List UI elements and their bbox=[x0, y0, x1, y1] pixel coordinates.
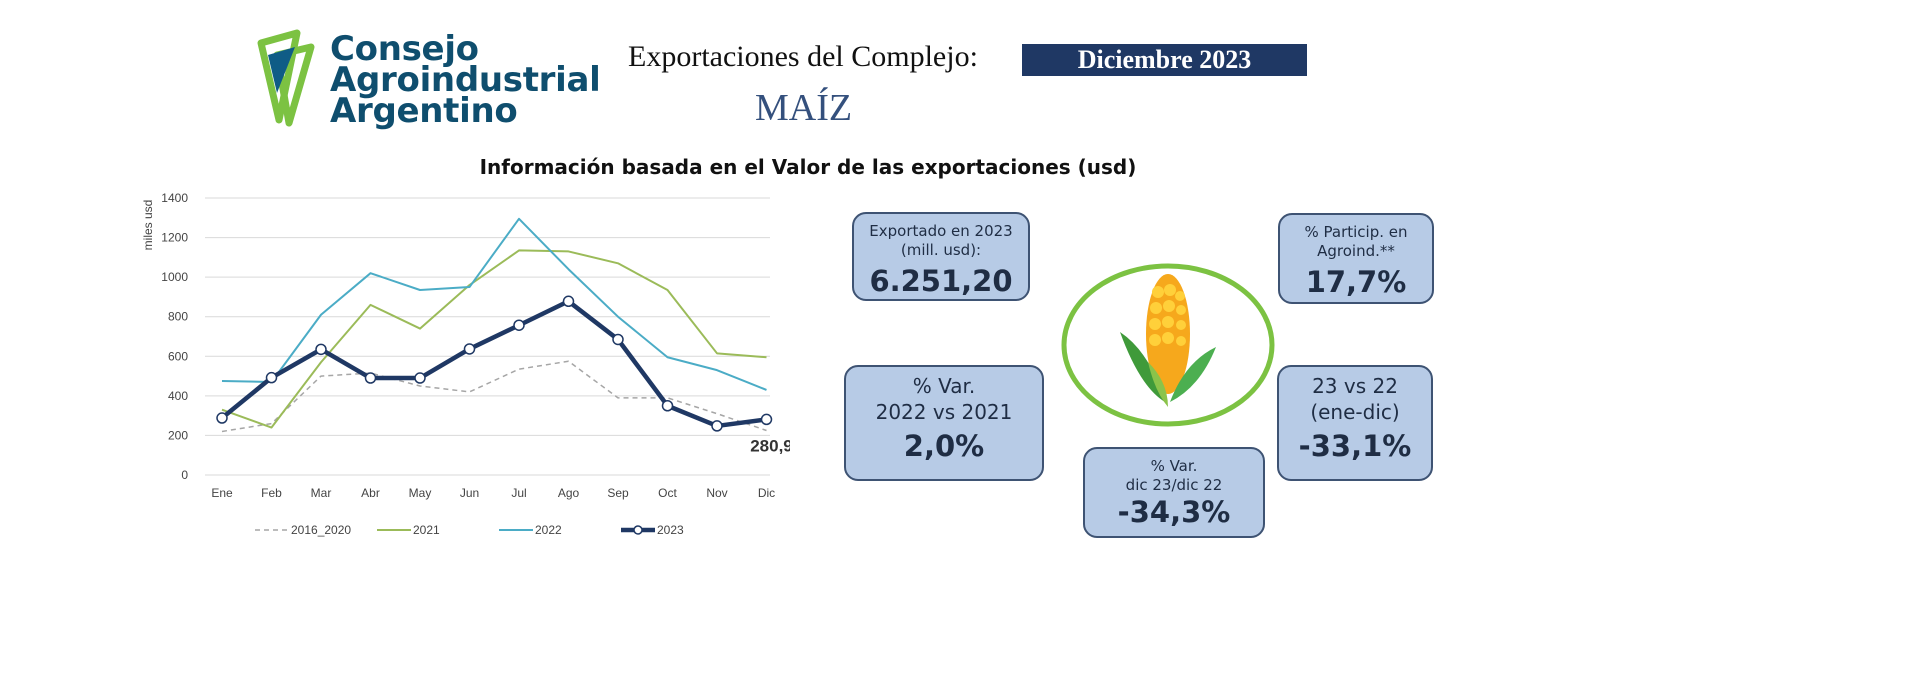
x-tick-label: Jun bbox=[460, 486, 479, 500]
kpi-label: Exportado en 2023 bbox=[869, 222, 1013, 240]
series-line-2022 bbox=[221, 217, 767, 391]
kpi-label: 23 vs 22 bbox=[1312, 374, 1398, 398]
data-point bbox=[315, 343, 327, 356]
kpi-var-23-22: 23 vs 22 (ene-dic) -33,1% bbox=[1277, 365, 1433, 481]
kpi-exported: Exportado en 2023 (mill. usd): 6.251,20 bbox=[852, 212, 1030, 301]
x-tick-label: Nov bbox=[706, 486, 727, 500]
legend-label: 2023 bbox=[657, 523, 684, 537]
kpi-label: % Var. bbox=[912, 374, 976, 398]
report-title: Exportaciones del Complejo: bbox=[628, 40, 978, 73]
kpi-value: -33,1% bbox=[1298, 429, 1412, 463]
kpi-label: 2022 vs 2021 bbox=[875, 400, 1013, 424]
x-tick-label: Jul bbox=[511, 486, 526, 500]
y-tick-label: 1200 bbox=[161, 231, 188, 245]
kpi-label: (mill. usd): bbox=[900, 241, 982, 259]
logo-line: Agroindustrial bbox=[330, 60, 601, 100]
y-tick-label: 800 bbox=[168, 310, 188, 324]
y-axis-label: miles usd bbox=[141, 200, 155, 251]
kpi-label: Agroind.** bbox=[1317, 242, 1395, 260]
series-line-2021 bbox=[221, 249, 767, 429]
logo-line: Consejo bbox=[330, 29, 479, 69]
legend-marker bbox=[633, 525, 643, 535]
x-tick-label: Dic bbox=[758, 486, 775, 500]
data-point bbox=[711, 420, 723, 432]
data-point bbox=[760, 413, 773, 426]
logo-text: Consejo Agroindustrial Argentino bbox=[330, 29, 601, 131]
logo-icon bbox=[257, 29, 315, 127]
kpi-share: % Particip. en Agroind.** 17,7% bbox=[1278, 213, 1434, 304]
y-tick-label: 600 bbox=[168, 349, 188, 363]
y-tick-label: 0 bbox=[181, 468, 188, 482]
data-point bbox=[661, 400, 674, 412]
kpi-value: 2,0% bbox=[903, 429, 985, 463]
legend-label: 2021 bbox=[413, 523, 440, 537]
data-label: 280,9 bbox=[750, 436, 790, 455]
data-point bbox=[364, 372, 377, 384]
kpi-label: dic 23/dic 22 bbox=[1125, 476, 1223, 494]
x-tick-label: Ene bbox=[211, 486, 233, 500]
data-point bbox=[463, 343, 476, 355]
line-chart: 0 200 400 600 800 1000 1200 1400 miles usd Ene Feb… bbox=[141, 191, 790, 537]
x-tick-label: Sep bbox=[607, 486, 629, 500]
data-point bbox=[562, 295, 575, 308]
data-point bbox=[513, 319, 525, 331]
y-tick-label: 1400 bbox=[161, 191, 188, 205]
series-line-2023 bbox=[220, 299, 767, 429]
x-tick-label: May bbox=[409, 486, 432, 500]
period-badge: Diciembre 2023 bbox=[1022, 44, 1307, 76]
logo-line: Argentino bbox=[330, 91, 518, 131]
data-point bbox=[612, 333, 624, 346]
corn-icon bbox=[1061, 263, 1275, 427]
kpi-value: 17,7% bbox=[1305, 265, 1407, 299]
x-tick-label: Feb bbox=[261, 486, 282, 500]
kpi-label: (ene-dic) bbox=[1310, 400, 1400, 424]
section-subtitle: Información basada en el Valor de las ex… bbox=[479, 155, 1137, 179]
data-point bbox=[216, 412, 228, 424]
product-name: MAÍZ bbox=[755, 87, 853, 129]
x-tick-label: Oct bbox=[658, 486, 677, 500]
kpi-var-dec: % Var. dic 23/dic 22 -34,3% bbox=[1083, 447, 1265, 538]
legend-label: 2022 bbox=[535, 523, 562, 537]
y-tick-label: 200 bbox=[168, 428, 188, 442]
data-point bbox=[414, 372, 426, 384]
y-tick-label: 400 bbox=[168, 389, 188, 403]
x-tick-label: Abr bbox=[361, 486, 380, 500]
kpi-label: % Particip. en bbox=[1304, 223, 1408, 241]
x-tick-label: Mar bbox=[311, 486, 332, 500]
kpi-value: 6.251,20 bbox=[869, 264, 1013, 298]
kpi-value: -34,3% bbox=[1117, 495, 1231, 529]
x-tick-label: Ago bbox=[558, 486, 580, 500]
legend-label: 2016_2020 bbox=[291, 523, 351, 537]
y-tick-label: 1000 bbox=[161, 270, 188, 284]
kpi-label: % Var. bbox=[1150, 457, 1198, 475]
data-point bbox=[265, 371, 278, 384]
kpi-var-2022-2021: % Var. 2022 vs 2021 2,0% bbox=[844, 365, 1044, 481]
